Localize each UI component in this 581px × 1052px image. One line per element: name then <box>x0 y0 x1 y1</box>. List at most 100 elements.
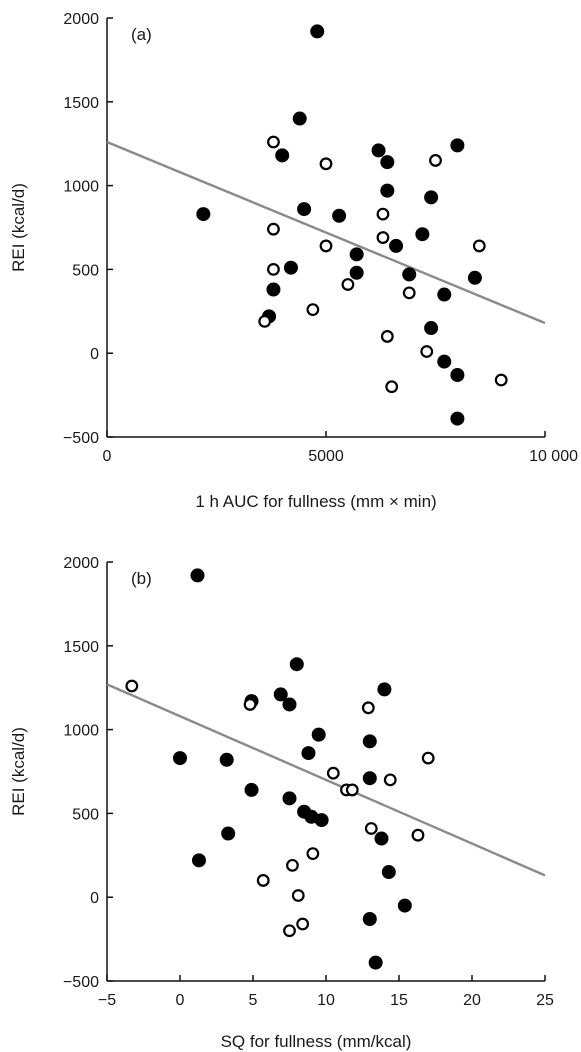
open-data-point <box>383 773 397 787</box>
open-data-point <box>291 889 305 902</box>
filled-data-point <box>437 354 452 369</box>
x-tick-label: 0 <box>103 448 112 465</box>
open-data-point <box>361 701 375 715</box>
open-data-point <box>429 154 442 167</box>
open-data-point <box>380 330 394 343</box>
filled-data-point <box>368 955 383 970</box>
open-data-point <box>319 239 333 253</box>
x-tick-label: −5 <box>98 992 116 1009</box>
y-tick-label: 2000 <box>63 11 99 28</box>
filled-data-point <box>282 791 297 806</box>
y-tick-label: 500 <box>72 262 99 279</box>
y-tick-label: 1000 <box>63 179 99 196</box>
y-tick-label: 1500 <box>63 639 99 656</box>
open-data-point <box>283 924 296 938</box>
open-data-point <box>421 751 435 765</box>
filled-data-point <box>349 265 364 280</box>
filled-data-point <box>424 321 439 336</box>
y-tick-label: 1000 <box>63 723 99 740</box>
filled-data-point <box>301 746 316 761</box>
open-data-point <box>243 698 257 711</box>
open-data-point <box>267 222 280 236</box>
filled-data-point <box>371 143 386 158</box>
y-tick-label: 2000 <box>63 555 99 572</box>
x-tick-label: 5 <box>249 992 258 1009</box>
filled-data-point <box>397 898 412 913</box>
regression-line <box>106 140 546 325</box>
filled-data-point <box>282 697 297 712</box>
filled-data-point <box>362 771 377 786</box>
filled-data-point <box>362 911 377 926</box>
filled-data-point <box>467 270 482 285</box>
y-tick-label: 1500 <box>63 95 99 112</box>
x-tick-label: 15 <box>390 992 408 1009</box>
panel-b-scatter-plot: −500 0 500 1000 1500 2000 −5 0 5 10 15 20 25 SQ for f… <box>9 555 554 1051</box>
open-data-point <box>125 679 139 693</box>
filled-data-point <box>314 813 329 828</box>
filled-data-point <box>437 287 452 302</box>
filled-data-point <box>173 751 187 766</box>
open-data-point <box>364 822 378 835</box>
x-tick-label: 10 000 <box>529 448 578 465</box>
x-axis-title: 1 h AUC for fullness (mm × min) <box>195 492 436 511</box>
y-tick-label: 0 <box>90 890 99 907</box>
filled-data-point <box>310 24 325 39</box>
open-data-point <box>376 207 390 221</box>
x-axis-title: SQ for fullness (mm/kcal) <box>221 1032 412 1051</box>
filled-data-point <box>283 260 298 275</box>
open-data-point <box>306 303 320 317</box>
y-tick-label: 500 <box>72 806 99 823</box>
open-data-point <box>267 135 280 149</box>
x-tick-label: 0 <box>176 992 185 1009</box>
open-data-point <box>341 278 355 291</box>
x-tick-label: 10 <box>317 992 335 1009</box>
filled-data-point <box>380 183 395 198</box>
filled-data-point <box>219 752 234 767</box>
filled-data-point <box>381 865 396 880</box>
filled-data-point <box>191 853 206 868</box>
filled-data-point <box>450 367 465 382</box>
open-data-point <box>472 239 486 253</box>
filled-data-point <box>374 831 389 846</box>
filled-data-point <box>292 111 307 126</box>
open-data-point <box>258 314 272 328</box>
filled-data-point <box>415 227 430 242</box>
panel-label: (b) <box>131 569 152 588</box>
open-data-point <box>267 263 280 276</box>
filled-data-point <box>362 734 377 749</box>
open-data-point <box>319 157 333 171</box>
filled-data-point <box>196 207 211 222</box>
filled-data-point <box>266 282 281 297</box>
filled-data-point <box>297 202 312 217</box>
filled-data-point <box>424 190 439 205</box>
filled-data-point <box>349 247 364 262</box>
open-data-point <box>376 231 390 244</box>
open-data-point <box>286 858 299 872</box>
y-tick-label: −500 <box>63 430 99 447</box>
filled-data-point <box>273 687 288 702</box>
filled-data-point <box>332 208 347 223</box>
open-data-point <box>296 917 310 931</box>
filled-data-point <box>244 782 259 797</box>
filled-data-point <box>289 657 304 672</box>
y-axis-title: REI (kcal/d) <box>9 183 28 272</box>
filled-data-point <box>450 411 465 426</box>
y-tick-label: −500 <box>63 974 99 991</box>
regression-line <box>106 683 546 877</box>
open-data-point <box>494 373 508 387</box>
filled-data-point <box>311 727 326 742</box>
open-data-point <box>402 286 416 300</box>
filled-data-point <box>450 138 465 153</box>
filled-data-point <box>402 267 417 282</box>
open-data-point <box>345 783 359 797</box>
open-data-point <box>411 828 425 842</box>
open-data-point <box>256 874 270 887</box>
filled-data-point <box>389 238 404 253</box>
open-data-point <box>326 766 340 780</box>
panel-label: (a) <box>131 25 152 44</box>
filled-data-point <box>275 148 290 163</box>
filled-data-point <box>377 682 392 697</box>
x-tick-label: 25 <box>536 992 554 1009</box>
